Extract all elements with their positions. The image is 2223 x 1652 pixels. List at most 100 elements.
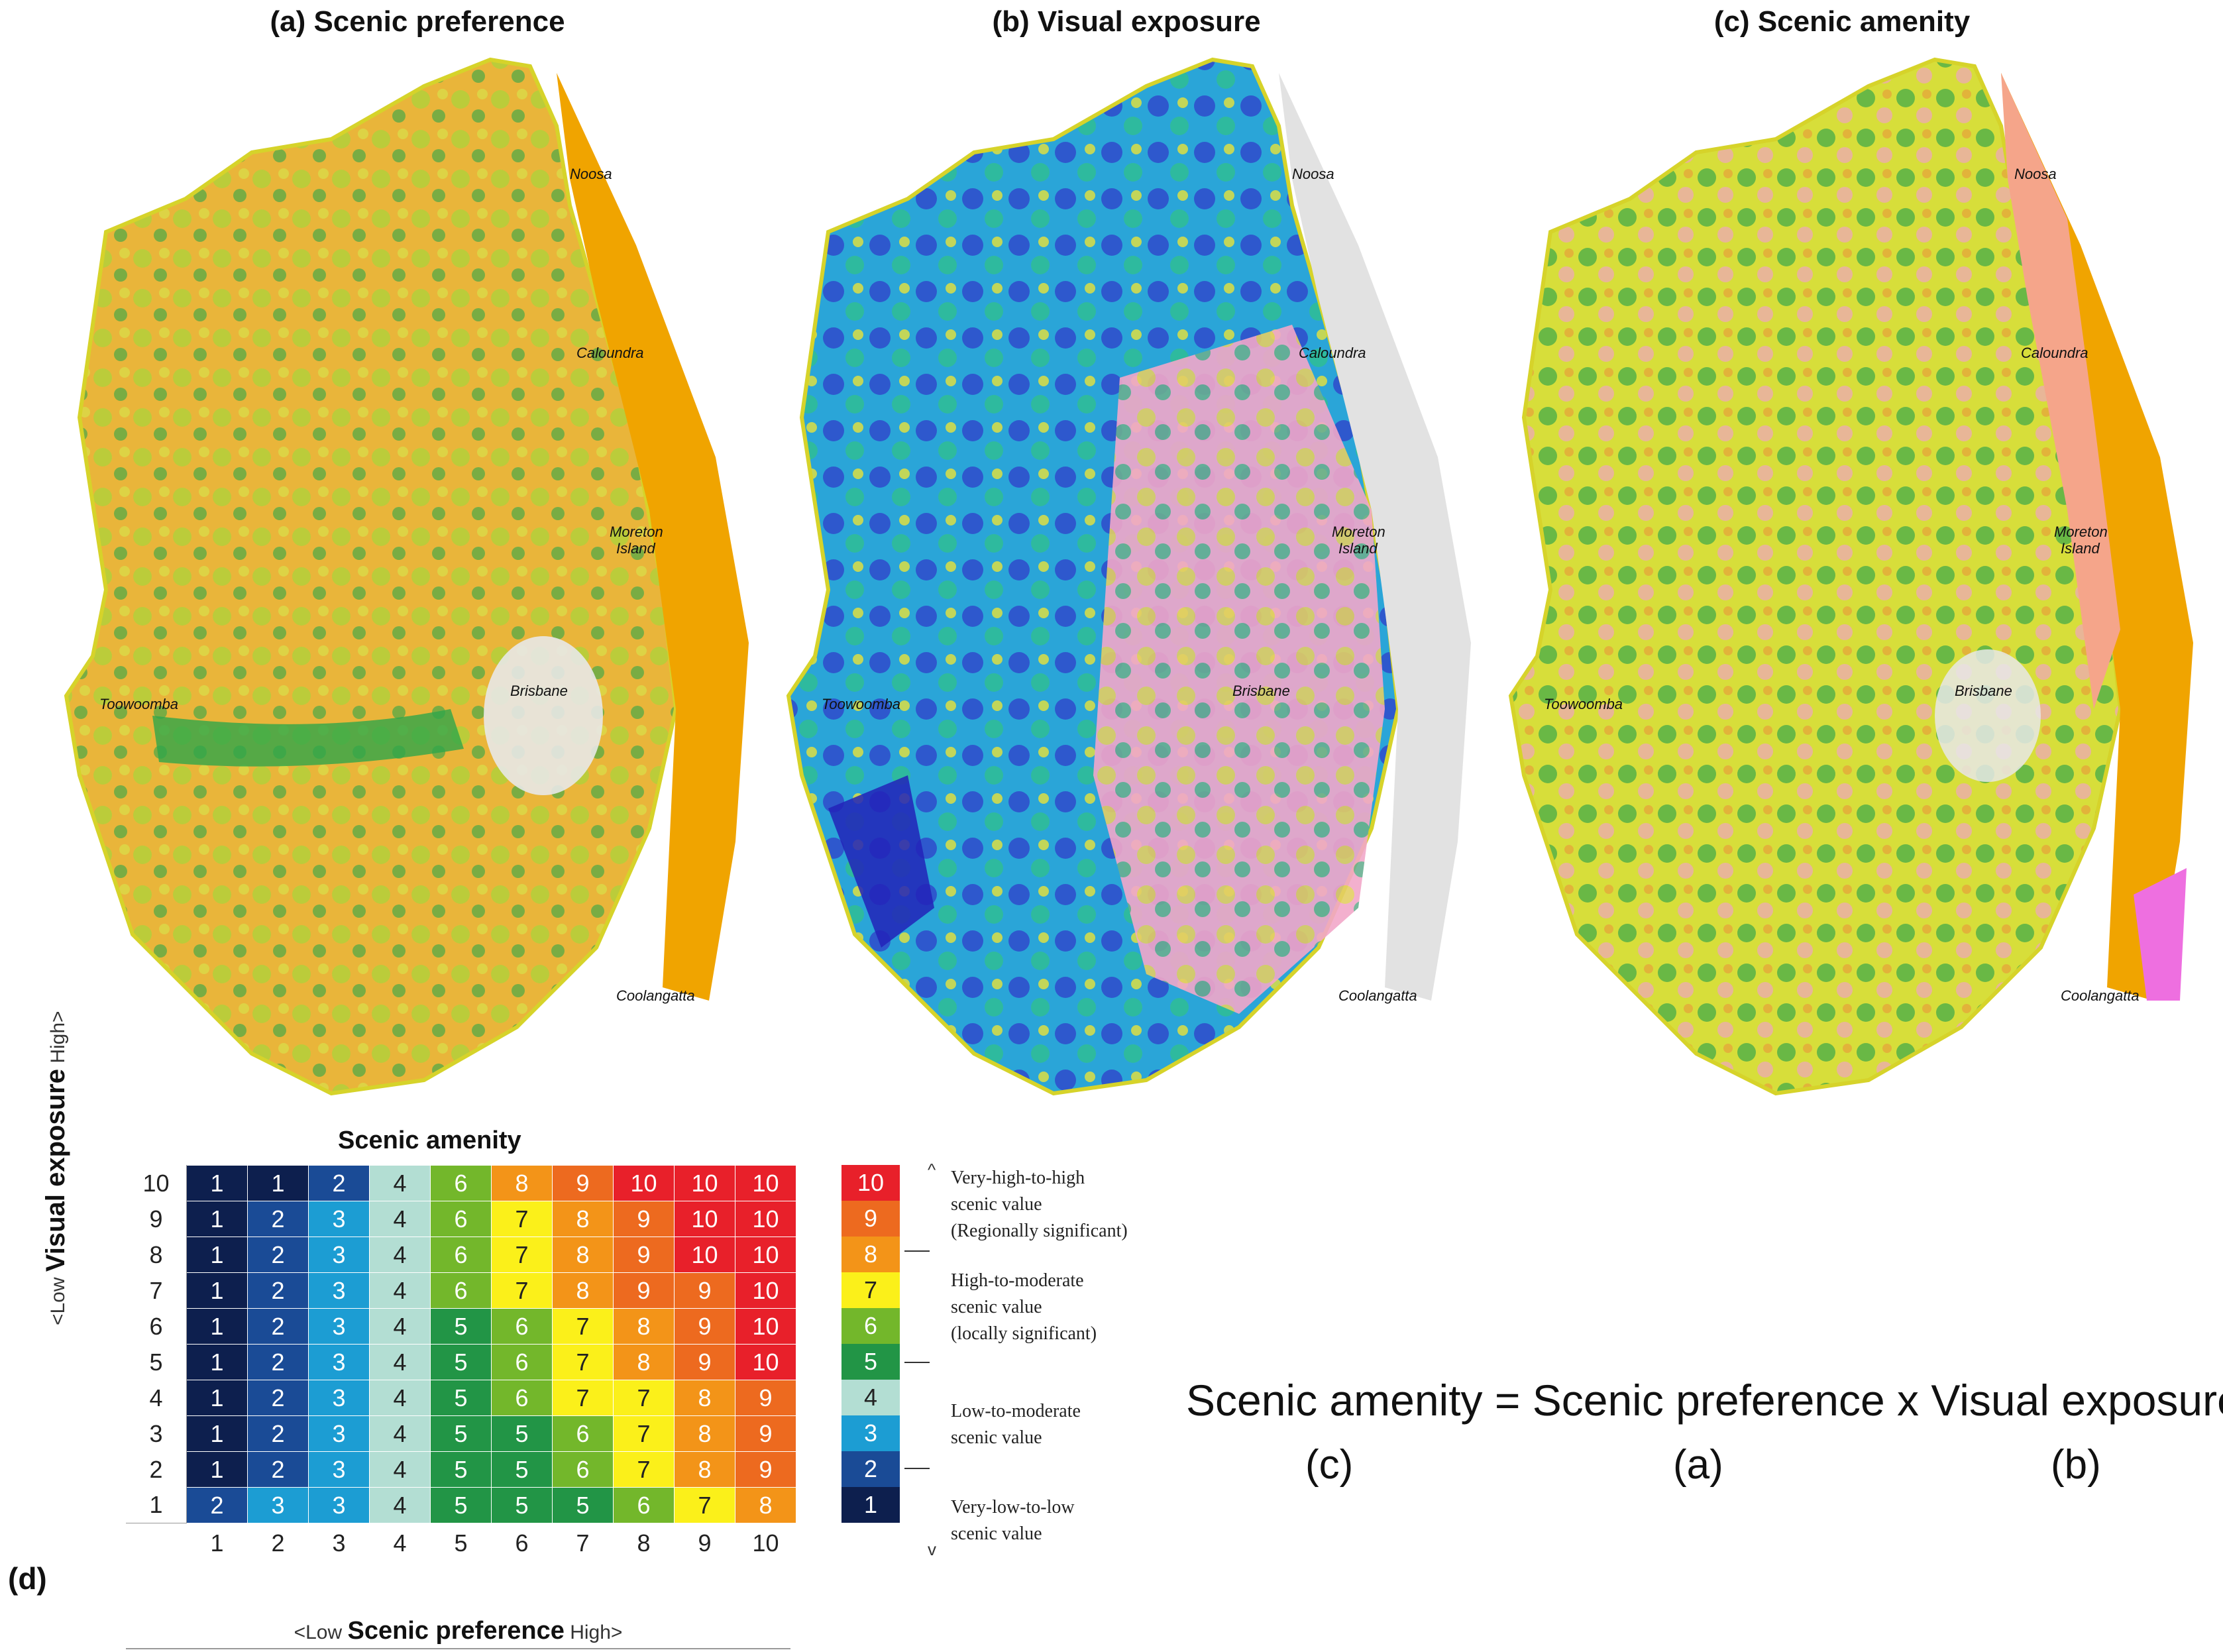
map-scenic-preference: Noosa Caloundra Moreton Island Brisbane …	[53, 46, 755, 1107]
matrix-cell: 4	[369, 1237, 431, 1273]
matrix-cell: 8	[613, 1344, 675, 1380]
label-island: Island	[616, 540, 655, 557]
legend-line: High-to-moderate	[951, 1270, 1084, 1291]
urban-brisbane	[484, 636, 603, 795]
matrix-cell: 6	[430, 1201, 492, 1237]
matrix-cell: 5	[491, 1451, 553, 1488]
matrix-cell: 5	[552, 1487, 614, 1523]
legend-group-high-moderate: High-to-moderate scenic value (locally s…	[951, 1268, 1097, 1347]
matrix-cell: 2	[247, 1344, 309, 1380]
legend-line: (Regionally significant)	[951, 1221, 1128, 1241]
matrix-cell: 3	[308, 1415, 370, 1452]
matrix-cell: 10	[735, 1165, 796, 1201]
matrix-row-label: 5	[126, 1344, 187, 1380]
matrix-row: 8 1 2 3 4 6 7 8 9 10 10	[126, 1237, 796, 1273]
matrix-col-label: 10	[735, 1523, 796, 1563]
matrix-cell: 5	[430, 1380, 492, 1416]
matrix-cell: 1	[247, 1165, 309, 1201]
label-coolangatta: Coolangatta	[616, 987, 695, 1004]
legend-line: scenic value	[951, 1297, 1042, 1317]
matrix-cell: 1	[186, 1201, 248, 1237]
label-moreton: Moreton	[1332, 523, 1385, 540]
matrix-row-label: 10	[126, 1165, 187, 1201]
matrix-cell: 4	[369, 1487, 431, 1523]
matrix-cell: 10	[674, 1237, 735, 1273]
label-noosa: Noosa	[1292, 166, 1334, 182]
matrix-cell: 1	[186, 1451, 248, 1488]
matrix-cell: 10	[674, 1201, 735, 1237]
matrix-cell: 5	[430, 1415, 492, 1452]
label-island: Island	[2061, 540, 2100, 557]
matrix-cell: 6	[430, 1272, 492, 1309]
y-axis-low: <Low	[47, 1277, 69, 1325]
matrix-col-label: 1	[186, 1523, 248, 1563]
matrix-cell: 8	[552, 1201, 614, 1237]
matrix-cell: 7	[552, 1380, 614, 1416]
matrix-col-label: 7	[552, 1523, 614, 1563]
legend-swatch: 7	[841, 1272, 900, 1308]
matrix-cell: 3	[247, 1487, 309, 1523]
matrix-cell: 8	[674, 1451, 735, 1488]
label-moreton: Moreton	[2054, 523, 2108, 540]
matrix-row-label: 1	[126, 1487, 187, 1523]
matrix-table: 10 1 1 2 4 6 8 9 10 10 10 9 1 2 3 4 6 7 8 9 10 10 8 1 2 3 4 6 7 8 9 10 1…	[126, 1165, 796, 1563]
label-toowoomba: Toowoomba	[822, 696, 900, 712]
matrix-col-label: 5	[430, 1523, 492, 1563]
equation-sub-a: (a)	[1673, 1442, 1723, 1488]
matrix-cell: 2	[247, 1451, 309, 1488]
matrix-cell: 1	[186, 1272, 248, 1309]
x-axis-name: Scenic preference	[347, 1617, 565, 1645]
matrix-cell: 4	[369, 1415, 431, 1452]
legend-group-very-high: Very-high-to-high scenic value (Regional…	[951, 1165, 1128, 1244]
matrix-cell: 3	[308, 1487, 370, 1523]
y-axis-high: High>	[47, 1011, 69, 1064]
matrix-cell: 10	[674, 1165, 735, 1201]
matrix-cell: 1	[186, 1344, 248, 1380]
matrix-cell: 4	[369, 1272, 431, 1309]
matrix-cell: 2	[247, 1201, 309, 1237]
matrix-cell: 4	[369, 1308, 431, 1345]
legend-line: (locally significant)	[951, 1323, 1097, 1344]
legend-line: Very-low-to-low	[951, 1497, 1075, 1517]
matrix-row-label: 7	[126, 1272, 187, 1309]
label-moreton: Moreton	[610, 523, 663, 540]
x-axis-high: High>	[570, 1622, 623, 1643]
matrix-cell: 3	[308, 1344, 370, 1380]
matrix-col-labels: 1 2 3 4 5 6 7 8 9 10	[126, 1523, 796, 1563]
matrix-cell: 1	[186, 1308, 248, 1345]
matrix-cell: 3	[308, 1201, 370, 1237]
matrix-cell: 9	[674, 1308, 735, 1345]
legend-divider	[904, 1250, 930, 1252]
matrix-corner	[126, 1523, 187, 1563]
matrix-cell: 8	[552, 1272, 614, 1309]
matrix-cell: 4	[369, 1380, 431, 1416]
matrix-cell: 10	[613, 1165, 675, 1201]
matrix-row: 9 1 2 3 4 6 7 8 9 10 10	[126, 1201, 796, 1237]
matrix-cell: 1	[186, 1380, 248, 1416]
matrix-row-label: 9	[126, 1201, 187, 1237]
matrix-cell: 7	[613, 1380, 675, 1416]
matrix-row: 5 1 2 3 4 5 6 7 8 9 10	[126, 1344, 796, 1380]
equation-text: Scenic amenity = Scenic preference x Vis…	[1186, 1376, 2223, 1425]
matrix-cell: 2	[308, 1165, 370, 1201]
matrix-cell: 8	[674, 1415, 735, 1452]
matrix-cell: 7	[552, 1308, 614, 1345]
legend-line: scenic value	[951, 1427, 1042, 1448]
matrix-cell: 7	[613, 1451, 675, 1488]
matrix-cell: 7	[552, 1344, 614, 1380]
matrix-cell: 4	[369, 1201, 431, 1237]
y-axis-name: Visual exposure	[41, 1069, 70, 1272]
legend-line: Very-high-to-high	[951, 1168, 1085, 1188]
legend-divider	[904, 1468, 930, 1469]
legend-swatch: 1	[841, 1487, 900, 1523]
matrix-cell: 9	[674, 1344, 735, 1380]
matrix-cell: 1	[186, 1237, 248, 1273]
matrix-col-label: 4	[369, 1523, 431, 1563]
legend-divider	[904, 1362, 930, 1363]
matrix-cell: 7	[491, 1201, 553, 1237]
label-toowoomba: Toowoomba	[99, 696, 178, 712]
matrix-cell: 6	[430, 1237, 492, 1273]
